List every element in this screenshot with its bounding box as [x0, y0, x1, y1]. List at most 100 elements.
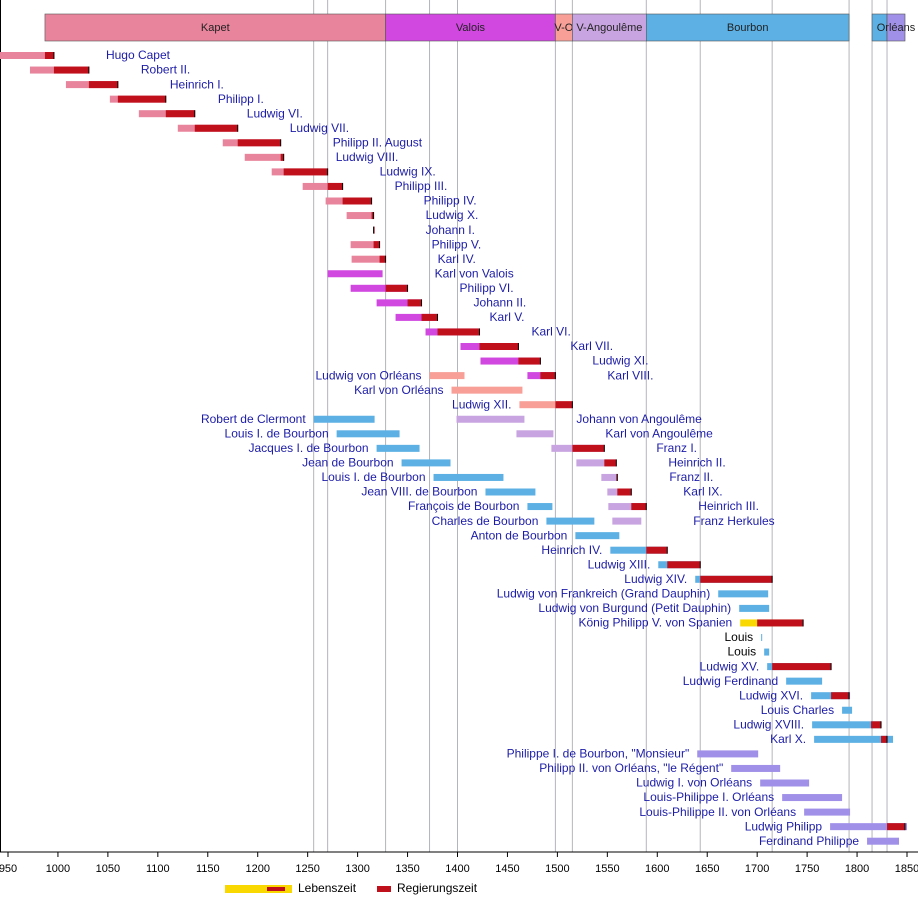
person-label[interactable]: Philipp II. August — [333, 135, 423, 149]
person-label[interactable]: Charles de Bourbon — [432, 514, 539, 528]
person-label[interactable]: Karl von Angoulême — [605, 426, 713, 440]
x-tick-label: 1400 — [445, 863, 469, 875]
reign-bar — [631, 503, 647, 511]
life-bar — [612, 517, 642, 525]
person-label[interactable]: Philippe I. de Bourbon, "Monsieur" — [507, 747, 690, 761]
person-label[interactable]: Ludwig Philipp — [745, 819, 823, 833]
x-tick-label: 1150 — [196, 863, 220, 875]
x-tick-label: 1750 — [795, 863, 819, 875]
x-tick-label: 1550 — [595, 863, 619, 875]
person-label[interactable]: Philipp I. — [218, 92, 264, 106]
person-label[interactable]: Ludwig VIII. — [336, 150, 399, 164]
person-label[interactable]: Louis-Philippe I. Orléans — [643, 790, 774, 804]
person-label[interactable]: Ludwig von Frankreich (Grand Dauphin) — [497, 587, 710, 601]
life-bar — [433, 473, 504, 481]
person-label[interactable]: Johann von Angoulême — [576, 412, 702, 426]
reign-bar — [604, 459, 617, 467]
person-label[interactable]: Hugo Capet — [106, 48, 171, 62]
x-tick-label: 1050 — [96, 863, 120, 875]
person-label[interactable]: Ludwig XI. — [592, 354, 648, 368]
person-label[interactable]: Ludwig XII. — [452, 397, 511, 411]
reign-bar — [194, 124, 238, 132]
person-label[interactable]: Johann II. — [474, 296, 527, 310]
life-bar — [764, 648, 770, 656]
reign-bar — [617, 488, 632, 496]
person-label[interactable]: Philipp IV. — [424, 194, 477, 208]
life-bar — [336, 430, 400, 438]
person-label[interactable]: Philipp V. — [432, 237, 482, 251]
person-label[interactable]: Philipp III. — [395, 179, 448, 193]
reign-bar — [373, 241, 380, 249]
life-bar — [739, 604, 770, 612]
person-label[interactable]: Ludwig XVIII. — [733, 717, 804, 731]
life-bar — [842, 706, 853, 714]
life-bar — [814, 735, 894, 743]
person-label[interactable]: Franz II. — [669, 470, 713, 484]
person-label[interactable]: Ludwig IX. — [380, 165, 436, 179]
life-bar — [350, 284, 408, 292]
person-label[interactable]: Franz I. — [656, 441, 697, 455]
person-label[interactable]: Karl VI. — [531, 325, 570, 339]
person-label[interactable]: Ludwig XVI. — [739, 688, 803, 702]
legend-swatch — [225, 885, 292, 893]
person-label[interactable]: Karl X. — [770, 732, 806, 746]
life-bar — [760, 779, 810, 787]
reign-bar — [44, 52, 54, 59]
person-label[interactable]: Ludwig XV. — [700, 659, 760, 673]
person-label[interactable]: Ludwig von Orléans — [315, 368, 421, 382]
person-label[interactable]: Karl VII. — [570, 339, 613, 353]
life-bar — [429, 372, 465, 380]
dynasty-label: Valois — [456, 22, 486, 34]
life-bar — [731, 764, 781, 772]
person-label[interactable]: Karl IX. — [683, 485, 722, 499]
person-label[interactable]: Ferdinand Philippe — [759, 834, 859, 848]
person-label[interactable]: Robert de Clermont — [201, 412, 306, 426]
person-label[interactable]: Heinrich IV. — [541, 543, 602, 557]
person-label[interactable]: Philipp II. von Orléans, "le Régent" — [539, 761, 723, 775]
person-label[interactable]: Ludwig XIII. — [588, 557, 651, 571]
person-label[interactable]: Karl V. — [490, 310, 525, 324]
person-label[interactable]: Ludwig Ferdinand — [683, 674, 778, 688]
person-label[interactable]: Louis I. de Bourbon — [225, 426, 329, 440]
person-label[interactable]: Karl von Orléans — [354, 383, 443, 397]
person-label[interactable]: Ludwig XIV. — [624, 572, 687, 586]
person-label[interactable]: Ludwig I. von Orléans — [636, 776, 752, 790]
person-label[interactable]: Heinrich II. — [668, 456, 725, 470]
person-label[interactable]: Louis-Philippe II. von Orléans — [639, 805, 796, 819]
person-label[interactable]: Jean de Bourbon — [302, 456, 393, 470]
person-label[interactable]: Franz Herkules — [693, 514, 774, 528]
person-label[interactable]: Heinrich I. — [170, 77, 224, 91]
life-bar — [610, 546, 668, 554]
person-label[interactable]: Anton de Bourbon — [471, 528, 568, 542]
person-label[interactable]: Ludwig VII. — [290, 121, 349, 135]
x-tick-label: 1350 — [395, 863, 419, 875]
person-label[interactable]: Karl von Valois — [435, 266, 514, 280]
person-label[interactable]: Karl IV. — [438, 252, 476, 266]
person-label[interactable]: Louis I. de Bourbon — [321, 470, 425, 484]
reign-bar — [479, 343, 519, 350]
person-label[interactable]: Robert II. — [141, 63, 190, 77]
person-label[interactable]: Ludwig von Burgund (Petit Dauphin) — [538, 601, 731, 615]
person-label[interactable]: Johann I. — [426, 223, 475, 237]
life-bar — [0, 52, 54, 59]
person-label[interactable]: Jean VIII. de Bourbon — [361, 485, 477, 499]
dynasty-label: V-Angoulême — [576, 22, 642, 34]
person-label[interactable]: Jacques I. de Bourbon — [248, 441, 368, 455]
reign-bar — [342, 197, 372, 205]
life-bar — [527, 503, 553, 511]
x-tick-label: 1000 — [46, 863, 70, 875]
x-tick-label: 1450 — [495, 863, 519, 875]
person-label[interactable]: Ludwig VI. — [247, 106, 303, 120]
life-bar — [812, 721, 882, 729]
person-label[interactable]: François de Bourbon — [408, 499, 519, 513]
person-label[interactable]: Louis Charles — [761, 703, 834, 717]
reign-bar — [667, 561, 701, 569]
person-label[interactable]: Ludwig X. — [426, 208, 479, 222]
person-label[interactable]: König Philipp V. von Spanien — [579, 616, 733, 630]
dynasty-label: V-O — [554, 22, 573, 34]
person-label[interactable]: Heinrich III. — [698, 499, 759, 513]
person-label[interactable]: Karl VIII. — [607, 368, 653, 382]
life-bar — [576, 459, 617, 467]
person-label[interactable]: Philipp VI. — [460, 281, 514, 295]
